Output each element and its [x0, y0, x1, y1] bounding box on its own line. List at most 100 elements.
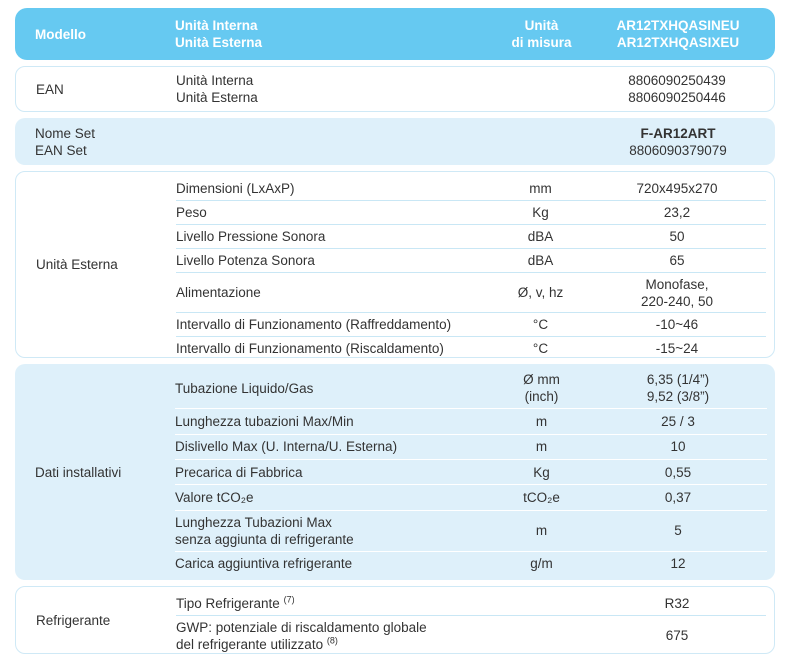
spec-value: 6,35 (1/4”) 9,52 (3/8”)	[589, 371, 767, 405]
spec-name: Valore tCO₂e	[175, 489, 254, 505]
spec-name-text: Tipo Refrigerante	[176, 595, 280, 611]
spec-name: Livello Potenza Sonora	[176, 253, 315, 268]
section-unita-esterna: Unità Esterna Dimensioni (LxAxP) mm 720x…	[15, 171, 775, 358]
spec-name: Dislivello Max (U. Interna/U. Esterna)	[175, 439, 398, 455]
spec-name-line1: GWP: potenziale di riscaldamento globale	[176, 619, 427, 635]
ean-label: EAN	[36, 81, 64, 97]
ean-value-cell: 8806090250439 8806090250446	[588, 67, 766, 111]
section-label: Dati installativi	[35, 464, 122, 480]
table-row: Livello Pressione Sonora dBA 50	[176, 224, 766, 248]
spec-value: 720x495x270	[636, 180, 718, 196]
section-refrigerante: Refrigerante Tipo Refrigerante (7) R32 G…	[15, 586, 775, 654]
spec-value: 25 / 3	[661, 413, 695, 429]
spec-unit: Ø, v, hz	[517, 285, 564, 300]
spec-name: Peso	[176, 205, 207, 220]
table-row: Alimentazione Ø, v, hz Monofase, 220-240…	[176, 272, 766, 312]
section-rows: Tubazione Liquido/Gas Ø mm (inch) 6,35 (…	[175, 364, 767, 580]
header-unit-column: Unità Interna Unità Esterna	[175, 8, 494, 60]
spec-value: 10	[670, 439, 686, 455]
spec-value: 0,55	[664, 464, 692, 480]
ean-unit-cell	[493, 67, 588, 111]
set-ean-value: 8806090379079	[629, 142, 727, 158]
table-row: Intervallo di Funzionamento (Raffreddame…	[176, 312, 766, 336]
spec-value: R32	[664, 595, 690, 611]
ean-value-outdoor: 8806090250446	[628, 90, 726, 105]
spec-name: Tubazione Liquido/Gas	[175, 380, 314, 396]
ean-row: EAN Unità Interna Unità Esterna 88060902…	[15, 66, 775, 112]
spec-unit: °C	[532, 317, 549, 332]
spec-name-line1: Lunghezza Tubazioni Max	[175, 514, 332, 530]
spec-value: 23,2	[663, 205, 691, 220]
spec-value-line1: Monofase,	[645, 276, 709, 292]
set-prop-cell	[175, 118, 494, 165]
table-row: Livello Potenza Sonora dBA 65	[176, 248, 766, 272]
spec-name: Dimensioni (LxAxP)	[176, 180, 295, 196]
spec-value-line2: 220-240, 50	[640, 293, 714, 309]
ean-prop-interna: Unità Interna	[176, 73, 254, 88]
header-model-numbers: AR12TXHQASINEU AR12TXHQASIXEU	[589, 8, 767, 60]
set-name-value: F-AR12ART	[640, 125, 716, 141]
section-dati-installativi: Dati installativi Tubazione Liquido/Gas …	[15, 364, 775, 580]
spec-name-line2: del refrigerante utilizzato	[176, 636, 324, 652]
spec-unit: tCO₂e	[523, 489, 560, 505]
spec-unit: Kg	[532, 205, 549, 220]
spec-name-line2: senza aggiunta di refrigerante	[175, 531, 354, 547]
section-label: Unità Esterna	[36, 257, 118, 272]
spec-name: Precarica di Fabbrica	[175, 464, 303, 480]
spec-name: Livello Pressione Sonora	[176, 229, 326, 244]
table-row: GWP: potenziale di riscaldamento globale…	[176, 615, 766, 655]
spec-unit: dBA	[527, 253, 554, 268]
footnote-marker: (7)	[283, 594, 295, 604]
header-measure-column: Unità di misura	[494, 8, 589, 60]
spec-name: Tipo Refrigerante (7)	[176, 595, 493, 612]
table-row: Dimensioni (LxAxP) mm 720x495x270	[176, 176, 766, 200]
spec-value: 5	[674, 523, 682, 539]
ean-label-cell: EAN	[16, 67, 176, 111]
section-rows: Dimensioni (LxAxP) mm 720x495x270 Peso K…	[176, 172, 766, 357]
spec-name: Lunghezza tubazioni Max/Min	[175, 413, 354, 429]
ean-prop-cell: Unità Interna Unità Esterna	[176, 67, 493, 111]
spec-name: Carica aggiuntiva refrigerante	[175, 556, 353, 572]
spec-value: Monofase, 220-240, 50	[588, 276, 766, 310]
set-row: Nome Set EAN Set F-AR12ART 8806090379079	[15, 118, 775, 165]
spec-value: 675	[665, 628, 689, 643]
spec-unit: Ø mm (inch)	[494, 371, 589, 405]
model-number-outdoor: AR12TXHQASIXEU	[616, 35, 740, 50]
spec-name: Intervallo di Funzionamento (Raffreddame…	[176, 317, 452, 332]
spec-unit: m	[535, 523, 548, 539]
table-row: Carica aggiuntiva refrigerante g/m 12	[175, 550, 767, 576]
table-row: Peso Kg 23,2	[176, 200, 766, 224]
spec-unit: g/m	[530, 556, 553, 572]
spec-unit: mm	[529, 180, 552, 196]
table-header: Modello Unità Interna Unità Esterna Unit…	[15, 8, 775, 60]
header-unit-interna: Unità Interna	[175, 18, 258, 33]
spec-name: Lunghezza Tubazioni Max senza aggiunta d…	[175, 514, 494, 548]
spec-unit: m	[535, 439, 548, 455]
spec-value: -10~46	[655, 317, 699, 332]
spec-value: 0,37	[664, 489, 692, 505]
spec-name: GWP: potenziale di riscaldamento globale…	[176, 619, 493, 653]
header-model-column: Modello	[15, 8, 175, 60]
spec-value: 12	[670, 556, 686, 572]
spec-unit: Kg	[533, 464, 550, 480]
table-row: Lunghezza tubazioni Max/Min m 25 / 3	[175, 408, 767, 433]
spec-value: 65	[669, 253, 685, 268]
table-row: Valore tCO₂e tCO₂e 0,37	[175, 484, 767, 509]
spec-value-line2: 9,52 (3/8”)	[646, 389, 710, 405]
section-rows: Tipo Refrigerante (7) R32 GWP: potenzial…	[176, 587, 766, 653]
table-row: Tubazione Liquido/Gas Ø mm (inch) 6,35 (…	[175, 368, 767, 408]
header-measure-line2: di misura	[511, 35, 572, 50]
spec-value: -15~24	[655, 341, 699, 356]
table-row: Precarica di Fabbrica Kg 0,55	[175, 458, 767, 484]
spec-unit: m	[535, 413, 548, 429]
table-row: Tipo Refrigerante (7) R32	[176, 591, 766, 615]
section-label-cell: Dati installativi	[15, 364, 175, 580]
spec-name: Alimentazione	[176, 285, 261, 300]
footnote-marker: (8)	[326, 635, 338, 645]
set-name-label: Nome Set	[35, 125, 96, 141]
table-row: Intervallo di Funzionamento (Riscaldamen…	[176, 336, 766, 360]
header-unit-esterna: Unità Esterna	[175, 35, 263, 50]
header-model-label: Modello	[35, 26, 86, 42]
spec-unit-line1: Ø mm	[523, 372, 560, 388]
